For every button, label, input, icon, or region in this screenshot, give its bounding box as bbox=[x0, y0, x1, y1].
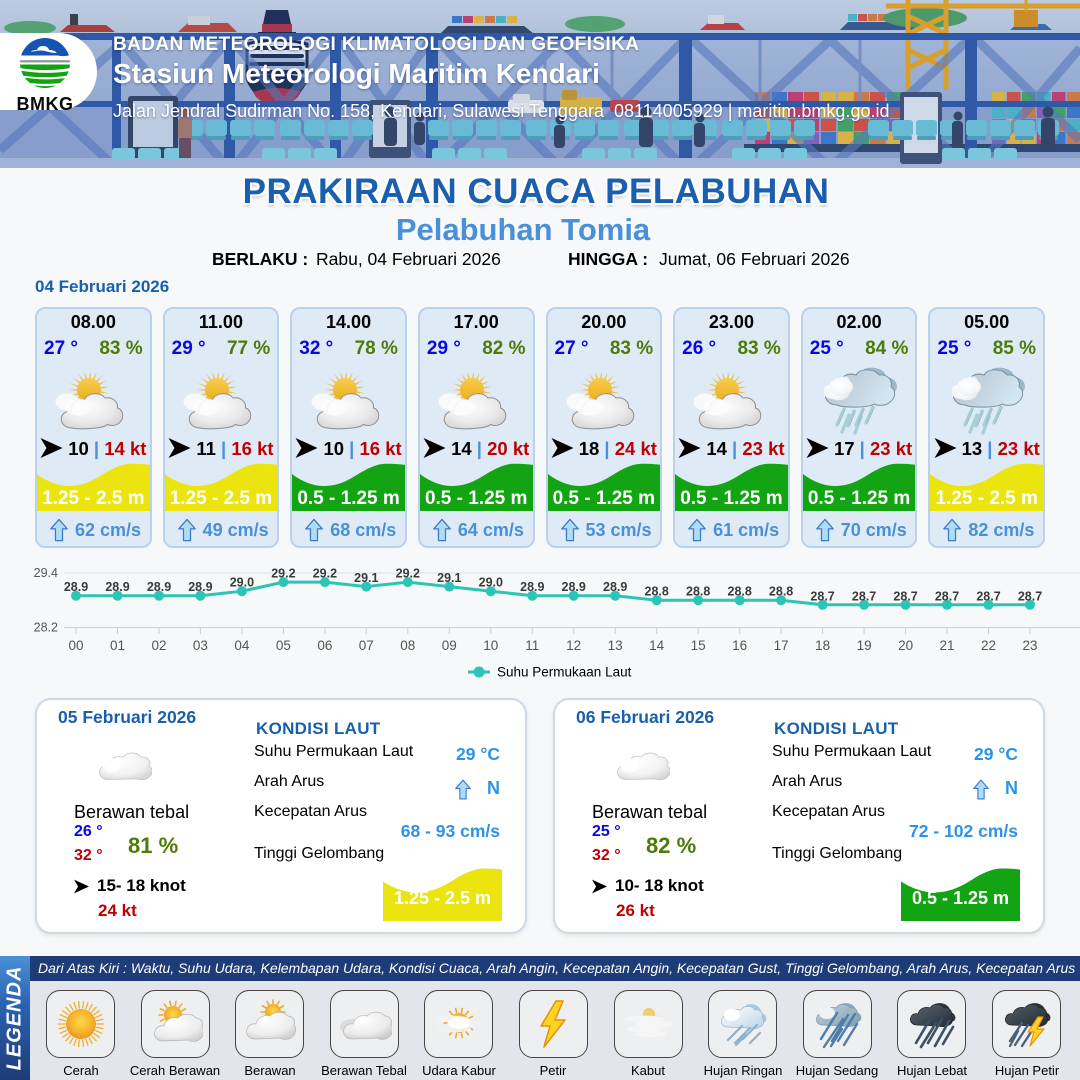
svg-text:16: 16 bbox=[732, 638, 747, 653]
svg-text:11: 11 bbox=[525, 638, 539, 653]
svg-text:23: 23 bbox=[1022, 638, 1037, 653]
svg-text:28.7: 28.7 bbox=[1018, 589, 1042, 603]
svg-text:01: 01 bbox=[110, 638, 125, 653]
svg-text:09: 09 bbox=[442, 638, 457, 653]
svg-text:00: 00 bbox=[68, 638, 83, 653]
svg-text:19: 19 bbox=[857, 638, 872, 653]
svg-text:29.0: 29.0 bbox=[479, 576, 503, 590]
svg-text:28.7: 28.7 bbox=[852, 589, 876, 603]
svg-text:29.1: 29.1 bbox=[354, 571, 378, 585]
svg-text:28.9: 28.9 bbox=[188, 580, 212, 594]
svg-text:12: 12 bbox=[566, 638, 581, 653]
svg-text:28.7: 28.7 bbox=[935, 589, 959, 603]
svg-text:28.8: 28.8 bbox=[769, 585, 793, 599]
svg-text:08: 08 bbox=[400, 638, 415, 653]
svg-text:29.2: 29.2 bbox=[396, 567, 420, 581]
svg-text:29.2: 29.2 bbox=[313, 567, 337, 581]
svg-text:17: 17 bbox=[774, 638, 789, 653]
svg-text:28.9: 28.9 bbox=[64, 580, 88, 594]
svg-text:13: 13 bbox=[608, 638, 623, 653]
svg-text:29.2: 29.2 bbox=[271, 567, 295, 581]
svg-text:BMKG: BMKG bbox=[17, 94, 74, 112]
svg-text:28.7: 28.7 bbox=[893, 589, 917, 603]
svg-text:21: 21 bbox=[939, 638, 954, 653]
svg-text:28.2: 28.2 bbox=[34, 621, 58, 635]
svg-text:28.9: 28.9 bbox=[603, 580, 627, 594]
svg-text:04: 04 bbox=[234, 638, 250, 653]
svg-text:18: 18 bbox=[815, 638, 830, 653]
svg-text:10: 10 bbox=[483, 638, 498, 653]
svg-text:28.7: 28.7 bbox=[810, 589, 834, 603]
svg-text:28.7: 28.7 bbox=[976, 589, 1000, 603]
svg-text:15: 15 bbox=[691, 638, 706, 653]
svg-text:28.9: 28.9 bbox=[562, 580, 586, 594]
svg-text:22: 22 bbox=[981, 638, 996, 653]
svg-text:28.9: 28.9 bbox=[520, 580, 544, 594]
svg-text:07: 07 bbox=[359, 638, 374, 653]
svg-text:28.9: 28.9 bbox=[105, 580, 129, 594]
svg-text:28.8: 28.8 bbox=[728, 585, 752, 599]
svg-text:28.8: 28.8 bbox=[686, 585, 710, 599]
svg-text:03: 03 bbox=[193, 638, 208, 653]
svg-text:29.0: 29.0 bbox=[230, 576, 254, 590]
svg-text:14: 14 bbox=[649, 638, 665, 653]
svg-text:Suhu Permukaan Laut: Suhu Permukaan Laut bbox=[497, 665, 632, 680]
svg-text:28.9: 28.9 bbox=[147, 580, 171, 594]
svg-text:20: 20 bbox=[898, 638, 913, 653]
svg-text:05: 05 bbox=[276, 638, 291, 653]
svg-text:29.4: 29.4 bbox=[34, 566, 58, 580]
svg-text:29.1: 29.1 bbox=[437, 571, 461, 585]
svg-text:06: 06 bbox=[317, 638, 332, 653]
svg-text:28.8: 28.8 bbox=[645, 585, 669, 599]
svg-text:02: 02 bbox=[151, 638, 166, 653]
